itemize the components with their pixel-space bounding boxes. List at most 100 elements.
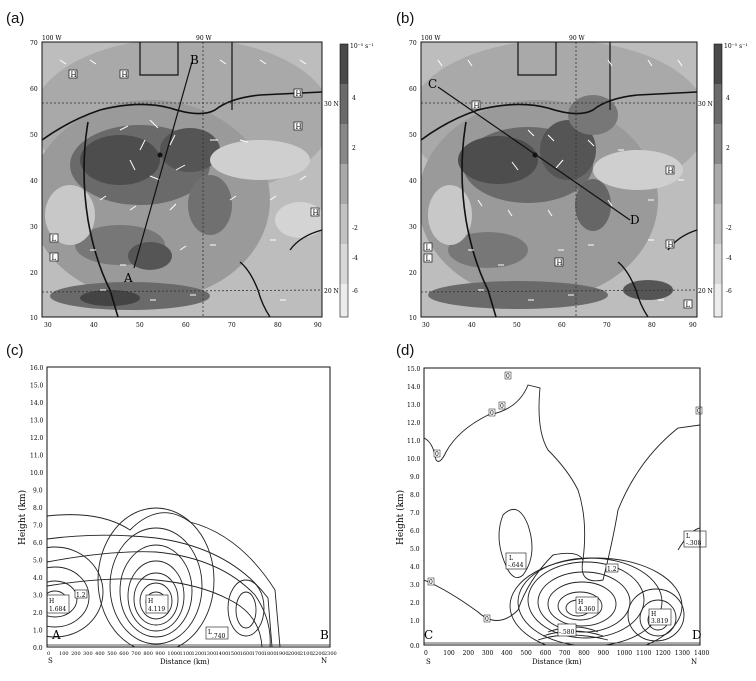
svg-text:0: 0 <box>506 373 510 380</box>
x-axis-title: Distance (km) <box>160 658 210 666</box>
x-tick-labels: 30 40 50 60 70 80 90 <box>422 322 697 329</box>
x-tick-labels: 0 100 200 300 400 500 600 700 800 900 1000 1100 1200… <box>424 650 709 657</box>
svg-text:L: L <box>426 244 431 252</box>
svg-text:4.360: 4.360 <box>578 606 595 613</box>
section-end-d: D <box>630 213 640 227</box>
x-tick-label: 1000 <box>167 651 180 657</box>
svg-text:60: 60 <box>409 86 417 93</box>
svg-text:50: 50 <box>513 322 521 329</box>
svg-text:1.2: 1.2 <box>607 566 617 573</box>
x-tick-label: 1200 <box>192 651 205 657</box>
section-end-c: C <box>428 77 437 91</box>
x-tick-label: 500 <box>520 650 532 657</box>
svg-text:3.0: 3.0 <box>33 593 43 600</box>
section-start-c: C <box>424 628 433 642</box>
contours <box>47 507 281 647</box>
svg-text:15.0: 15.0 <box>30 383 44 390</box>
svg-text:0: 0 <box>485 616 489 623</box>
svg-text:-.644: -.644 <box>508 562 524 569</box>
x-tick-label: 1300 <box>204 651 217 657</box>
y-tick-labels: 70 60 50 40 30 20 10 <box>30 40 38 322</box>
corner-s: S <box>426 658 431 666</box>
mexico-coast <box>83 121 119 318</box>
svg-text:6.0: 6.0 <box>33 540 43 547</box>
contour-labels: 0 0 0 0 0 0 0 L -.644 1.2 H 4.360 -.580 … <box>427 371 707 637</box>
svg-text:H: H <box>313 209 319 217</box>
x-tick-label: 900 <box>598 650 610 657</box>
svg-text:2: 2 <box>352 145 356 152</box>
svg-text:70: 70 <box>228 322 236 329</box>
x-tick-labels: 30 40 50 60 70 80 90 <box>44 322 322 329</box>
colorbar-a: 10⁻⁵ s⁻¹ 4 2 -2 -4 -6 <box>339 43 374 318</box>
y-axis-title: Height (km) <box>17 490 28 545</box>
svg-text:1.2: 1.2 <box>76 592 86 599</box>
lat-label-30n: 30 N <box>324 101 339 108</box>
svg-text:40: 40 <box>468 322 476 329</box>
map-frame <box>420 41 698 318</box>
lon-label-90w: 90 W <box>569 35 586 42</box>
svg-text:H: H <box>148 598 153 605</box>
svg-text:L: L <box>509 555 513 562</box>
section-end-b: B <box>320 628 329 642</box>
svg-text:2: 2 <box>726 145 730 152</box>
colorbar-b: 10⁻⁵ s⁻¹ 4 2 -2 -4 -6 <box>713 43 748 318</box>
svg-text:0.0: 0.0 <box>33 645 43 652</box>
x-tick-label: 1400 <box>216 651 229 657</box>
svg-text:20: 20 <box>409 270 417 277</box>
x-tick-label: 1800 <box>264 651 277 657</box>
section-end-d: D <box>692 628 702 642</box>
x-tick-label: 600 <box>540 650 552 657</box>
svg-text:.740: .740 <box>212 633 226 640</box>
y-tick-labels: 16.0 15.0 14.0 13.0 12.0 11.0 10.0 9.0 8… <box>30 365 44 652</box>
plot-frame <box>46 366 331 648</box>
x-tick-label: 2200 <box>312 651 325 657</box>
x-tick-label: 2000 <box>288 651 301 657</box>
panel-label-a: (a) <box>6 10 25 27</box>
x-tick-label: 1900 <box>276 651 289 657</box>
svg-text:12.0: 12.0 <box>407 420 421 427</box>
x-tick-label: 0 <box>424 650 428 657</box>
boxed-pressure-labels: H H L H L H L <box>423 100 693 309</box>
svg-text:30: 30 <box>44 322 52 329</box>
svg-text:-4: -4 <box>726 255 732 262</box>
x-tick-label: 1500 <box>228 651 241 657</box>
x-tick-label: 200 <box>463 650 475 657</box>
lon-label-90w: 90 W <box>196 35 213 42</box>
svg-text:14.0: 14.0 <box>407 384 421 391</box>
svg-text:9.0: 9.0 <box>33 488 43 495</box>
svg-text:11.0: 11.0 <box>30 453 44 460</box>
x-tick-label: 2100 <box>300 651 313 657</box>
x-tick-label: 0 <box>47 651 50 657</box>
x-tick-label: 600 <box>119 651 129 657</box>
svg-text:11.0: 11.0 <box>407 438 421 445</box>
svg-text:40: 40 <box>409 178 417 185</box>
x-tick-label: 800 <box>143 651 153 657</box>
mexico-coast <box>461 121 497 318</box>
svg-text:13.0: 13.0 <box>30 418 44 425</box>
svg-text:60: 60 <box>558 322 566 329</box>
svg-text:70: 70 <box>603 322 611 329</box>
svg-text:2.0: 2.0 <box>33 610 43 617</box>
svg-text:H: H <box>296 90 302 98</box>
svg-text:1.684: 1.684 <box>49 606 66 613</box>
lon-label-100w: 100 W <box>421 35 441 42</box>
contour-labels: H 1.684 1.2 H 4.119 L .740 <box>46 589 229 640</box>
wind-vectors <box>59 59 307 301</box>
svg-text:4: 4 <box>726 95 730 102</box>
x-tick-label: 700 <box>559 650 571 657</box>
svg-text:4: 4 <box>352 95 356 102</box>
svg-text:5.0: 5.0 <box>410 546 420 553</box>
lat-label-20n: 20 N <box>324 288 339 295</box>
x-tick-label: 100 <box>443 650 455 657</box>
svg-text:14.0: 14.0 <box>30 400 44 407</box>
svg-text:50: 50 <box>136 322 144 329</box>
svg-text:0: 0 <box>697 408 701 415</box>
svg-text:-.308: -.308 <box>686 540 702 547</box>
svg-text:H: H <box>651 611 656 618</box>
svg-text:60: 60 <box>182 322 190 329</box>
svg-text:10⁻⁵ s⁻¹: 10⁻⁵ s⁻¹ <box>350 43 374 50</box>
svg-text:20: 20 <box>30 270 38 277</box>
svg-text:0: 0 <box>490 410 494 417</box>
svg-text:H: H <box>71 71 77 79</box>
svg-text:50: 50 <box>30 132 38 139</box>
